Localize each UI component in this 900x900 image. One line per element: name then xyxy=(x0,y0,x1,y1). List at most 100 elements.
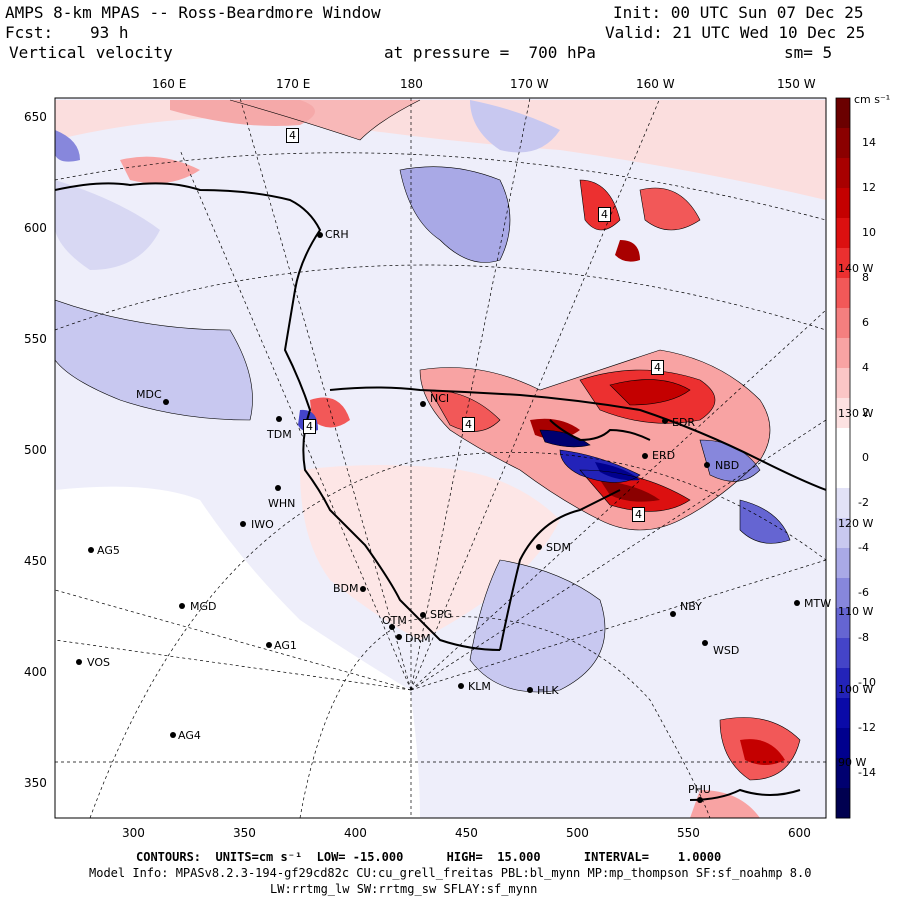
coastline xyxy=(55,182,826,801)
station-label: OTM xyxy=(382,614,407,627)
station-label: SPG xyxy=(430,608,453,621)
colorbar-units: cm s⁻¹ xyxy=(854,93,891,106)
station-label: AG5 xyxy=(97,544,120,557)
colorbar-tick-label: -4 xyxy=(858,541,869,554)
colorbar-tick-label: 4 xyxy=(862,361,869,374)
station-label: AG4 xyxy=(178,729,201,742)
colorbar xyxy=(835,97,851,819)
contour-label: 4 xyxy=(632,507,645,522)
colorbar-swatch xyxy=(836,278,850,309)
top-lon-label: 170 E xyxy=(276,77,311,91)
field-name: Vertical velocity xyxy=(9,43,173,62)
colorbar-swatch xyxy=(836,518,850,549)
y-tick-label: 500 xyxy=(24,443,47,457)
top-lon-label: 170 W xyxy=(510,77,549,91)
station-label: NBY xyxy=(680,600,702,613)
y-tick-label: 350 xyxy=(24,776,47,790)
station-label: BDM xyxy=(333,582,359,595)
top-lon-label: 150 W xyxy=(777,77,816,91)
station-label: TDM xyxy=(267,428,292,441)
contour-label: 4 xyxy=(598,207,611,222)
colorbar-swatch xyxy=(836,398,850,429)
y-tick-label: 600 xyxy=(24,221,47,235)
contour-label: 4 xyxy=(286,128,299,143)
init-time: Init: 00 UTC Sun 07 Dec 25 xyxy=(613,3,864,22)
colorbar-tick-label: -10 xyxy=(858,676,876,689)
station-label: EDR xyxy=(672,416,696,429)
colorbar-tick-label: -12 xyxy=(858,721,876,734)
y-tick-label: 550 xyxy=(24,332,47,346)
colorbar-swatch xyxy=(836,698,850,729)
chart-title: AMPS 8-km MPAS -- Ross-Beardmore Window xyxy=(5,3,381,22)
colorbar-tick-label: -8 xyxy=(858,631,869,644)
x-tick-label: 300 xyxy=(122,826,145,840)
colorbar-swatch xyxy=(836,128,850,159)
top-lon-label: 160 E xyxy=(152,77,187,91)
station-label: NBD xyxy=(715,459,740,472)
colorbar-swatch xyxy=(836,578,850,609)
colorbar-swatch xyxy=(836,488,850,519)
colorbar-swatch xyxy=(836,248,850,279)
y-tick-label: 650 xyxy=(24,110,47,124)
colorbar-tick-label: 10 xyxy=(862,226,876,239)
right-lon-label: 110 W xyxy=(838,605,874,618)
colorbar-swatch xyxy=(836,188,850,219)
station-label: DRM xyxy=(405,632,431,645)
right-lon-label: 120 W xyxy=(838,517,874,530)
station-label: NCI xyxy=(430,392,450,405)
station-markers xyxy=(76,232,800,803)
forecast-hour: 93 h xyxy=(90,23,129,42)
colorbar-swatch xyxy=(836,98,850,129)
station-label: KLM xyxy=(468,680,491,693)
contour-label: 4 xyxy=(462,417,475,432)
colorbar-swatch xyxy=(836,728,850,759)
right-lon-label: 90 W xyxy=(838,756,867,769)
valid-time: Valid: 21 UTC Wed 10 Dec 25 xyxy=(605,23,866,42)
x-tick-label: 400 xyxy=(344,826,367,840)
x-tick-label: 600 xyxy=(788,826,811,840)
station-label: HLK xyxy=(537,684,559,697)
colorbar-swatch xyxy=(836,548,850,579)
colorbar-swatch xyxy=(836,308,850,339)
x-tick-label: 450 xyxy=(455,826,478,840)
station-label: MTW xyxy=(804,597,832,610)
colorbar-tick-label: -6 xyxy=(858,586,869,599)
station-label: VOS xyxy=(87,656,110,669)
y-tick-label: 450 xyxy=(24,554,47,568)
station-label: SDM xyxy=(546,541,571,554)
right-lon-label: 100 W xyxy=(838,683,874,696)
colorbar-swatch xyxy=(836,368,850,399)
colorbar-tick-label: 0 xyxy=(862,451,869,464)
right-lon-label: 130 W xyxy=(838,407,874,420)
colorbar-swatch xyxy=(836,428,850,459)
contour-info: CONTOURS: UNITS=cm s⁻¹ LOW= -15.000 HIGH… xyxy=(136,850,722,864)
right-lon-label: 140 W xyxy=(838,262,874,275)
colorbar-tick-label: 6 xyxy=(862,316,869,329)
contour-label: 4 xyxy=(303,419,316,434)
colorbar-tick-label: 8 xyxy=(862,271,869,284)
map-frame xyxy=(54,97,827,819)
y-tick-label: 400 xyxy=(24,665,47,679)
colorbar-tick-label: 2 xyxy=(862,406,869,419)
contour-label: 4 xyxy=(651,360,664,375)
forecast-label: Fcst: xyxy=(5,23,54,42)
colorbar-swatch xyxy=(836,668,850,699)
station-label: MGD xyxy=(190,600,217,613)
model-info-physics: LW:rrtmg_lw SW:rrtmg_sw SFLAY:sf_mynn xyxy=(270,882,538,896)
colorbar-swatch xyxy=(836,158,850,189)
top-lon-label: 160 W xyxy=(636,77,675,91)
colorbar-swatch xyxy=(836,758,850,789)
colorbar-tick-label: 14 xyxy=(862,136,876,149)
station-label: PHU xyxy=(688,783,711,796)
map-field xyxy=(55,98,826,818)
x-tick-label: 350 xyxy=(233,826,256,840)
colorbar-tick-label: 12 xyxy=(862,181,876,194)
station-label: ERD xyxy=(652,449,676,462)
x-tick-label: 550 xyxy=(677,826,700,840)
colorbar-swatch xyxy=(836,638,850,669)
model-info: Model Info: MPASv8.2.3-194-gf29cd82c CU:… xyxy=(89,866,812,880)
colorbar-tick-label: -2 xyxy=(858,496,869,509)
colorbar-swatch xyxy=(836,788,850,819)
smoothing-label: sm= 5 xyxy=(784,43,833,62)
